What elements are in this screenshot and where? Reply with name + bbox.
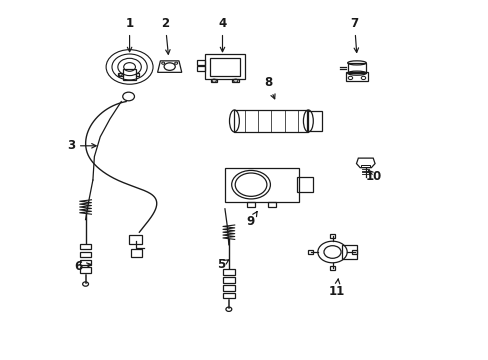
- Bar: [246, 202, 255, 207]
- Bar: [307, 250, 313, 254]
- Bar: [267, 202, 276, 207]
- Bar: [196, 60, 204, 65]
- Bar: [329, 234, 335, 238]
- Bar: [80, 252, 91, 257]
- Bar: [130, 249, 142, 257]
- Bar: [129, 235, 142, 244]
- Bar: [210, 58, 239, 76]
- Bar: [296, 177, 312, 193]
- Bar: [80, 260, 91, 265]
- Bar: [232, 79, 239, 82]
- Bar: [360, 165, 370, 167]
- Text: 10: 10: [365, 170, 382, 183]
- Bar: [329, 266, 335, 270]
- Bar: [345, 72, 367, 81]
- Text: 1: 1: [125, 17, 133, 52]
- Bar: [306, 111, 322, 131]
- Text: 9: 9: [246, 212, 257, 228]
- Bar: [347, 63, 366, 73]
- Bar: [210, 79, 217, 82]
- Bar: [80, 244, 91, 249]
- Bar: [136, 73, 139, 76]
- Bar: [223, 269, 234, 275]
- Bar: [224, 168, 298, 202]
- Bar: [234, 110, 308, 132]
- Bar: [223, 285, 234, 291]
- Bar: [118, 73, 123, 76]
- Text: 11: 11: [327, 279, 344, 298]
- Bar: [204, 54, 244, 79]
- Bar: [342, 245, 356, 259]
- Text: 6: 6: [74, 260, 91, 273]
- Bar: [123, 69, 136, 80]
- Bar: [351, 250, 357, 254]
- Text: 2: 2: [161, 17, 170, 54]
- Bar: [196, 66, 204, 71]
- Text: 7: 7: [350, 17, 358, 53]
- Text: 4: 4: [218, 17, 226, 52]
- Bar: [223, 293, 234, 298]
- Text: 3: 3: [67, 139, 96, 152]
- Text: 5: 5: [217, 258, 228, 271]
- Text: 8: 8: [264, 76, 274, 99]
- Bar: [223, 277, 234, 283]
- Bar: [80, 267, 91, 273]
